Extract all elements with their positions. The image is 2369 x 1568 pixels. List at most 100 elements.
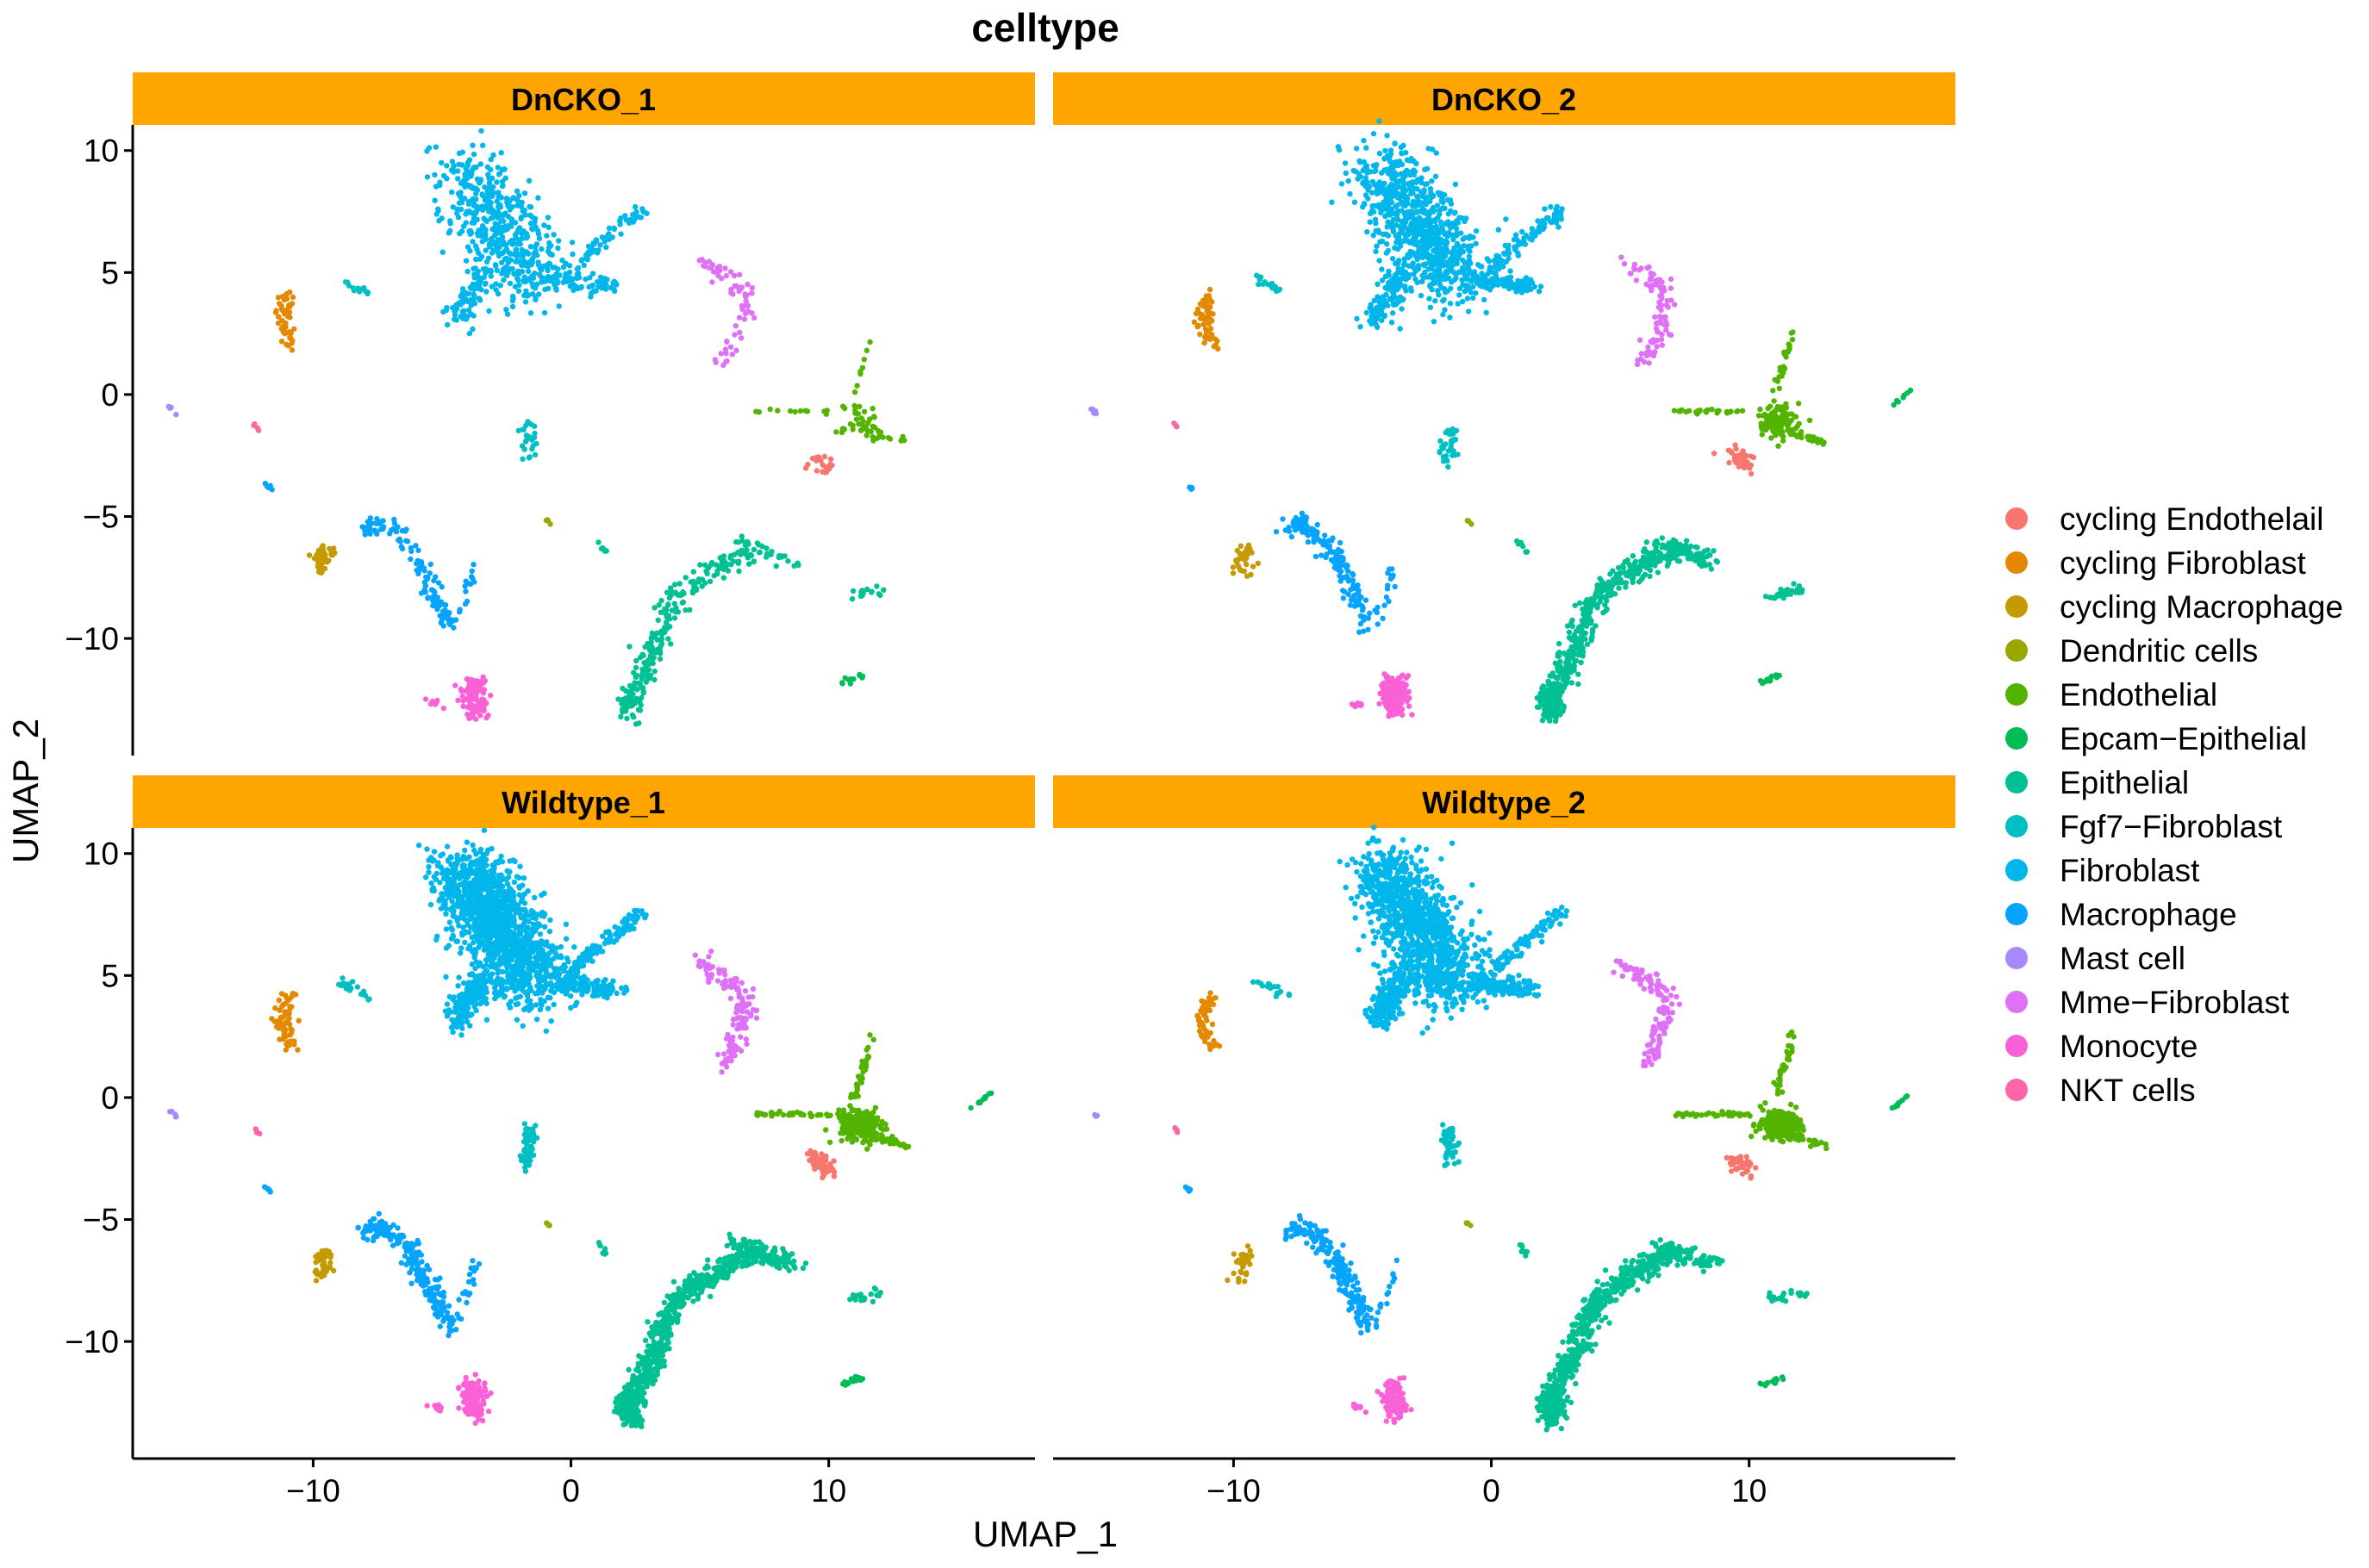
cell-point [1400, 712, 1406, 718]
cell-point [727, 269, 734, 275]
cell-point [1468, 277, 1474, 283]
cell-point [464, 268, 471, 275]
cell-point [1486, 258, 1493, 264]
cell-point [1441, 296, 1447, 302]
cell-point [539, 246, 545, 252]
cell-point [631, 669, 637, 675]
cell-point [1786, 342, 1792, 349]
cell-point [536, 235, 543, 242]
cell-point [1666, 332, 1673, 338]
cell-point [1373, 202, 1380, 209]
cell-point [1406, 703, 1412, 709]
cell-point [1552, 706, 1559, 712]
cell-point [1387, 676, 1393, 682]
cell-point [470, 142, 476, 148]
cell-point [1493, 273, 1499, 279]
cell-point [858, 415, 864, 421]
cell-point [1396, 191, 1403, 197]
cell-point [529, 281, 535, 287]
cell-point [1602, 594, 1608, 600]
cell-point [1575, 681, 1581, 688]
cell-point [578, 258, 584, 264]
cell-point [555, 245, 561, 252]
cell-point [490, 241, 496, 247]
cell-point [1200, 302, 1206, 309]
cell-point [827, 461, 833, 468]
cell-point [1269, 283, 1275, 289]
cell-point [1663, 302, 1670, 308]
cell-point [1337, 539, 1343, 546]
cell-point [1788, 428, 1795, 435]
cell-point [487, 693, 494, 699]
cell-point [1657, 314, 1663, 320]
cell-point [1654, 329, 1661, 335]
cell-point [1552, 213, 1558, 220]
cell-point [1383, 166, 1390, 172]
cell-point [526, 251, 532, 257]
cell-point [1683, 408, 1689, 415]
cell-point [424, 174, 431, 180]
cell-point [1543, 706, 1549, 712]
cell-point [1401, 685, 1408, 692]
cell-point [1402, 218, 1409, 224]
cell-point [452, 312, 458, 318]
cell-point [470, 326, 476, 333]
cell-point [1413, 160, 1419, 167]
cell-point [1378, 308, 1385, 314]
cell-point [1676, 558, 1683, 564]
cell-point [1462, 274, 1468, 280]
cell-point [1714, 410, 1720, 416]
cell-point [1365, 196, 1371, 202]
cell-point [438, 619, 445, 626]
cell-point [610, 280, 616, 286]
cell-point [283, 296, 289, 302]
cell-point [1422, 244, 1429, 250]
cell-point [486, 184, 492, 190]
cell-point [1400, 680, 1406, 686]
cell-point [1668, 276, 1674, 283]
cell-point [1448, 285, 1454, 291]
cell-point [645, 667, 652, 673]
cell-point [1659, 535, 1666, 541]
cell-point [464, 675, 470, 682]
cell-point [627, 703, 633, 709]
cell-point [1770, 388, 1776, 394]
cell-point [1556, 640, 1562, 647]
cell-point [165, 403, 171, 410]
cell-point [387, 531, 393, 537]
cell-point [859, 588, 865, 594]
cell-point [546, 240, 552, 246]
cell-point [533, 1017, 540, 1023]
cell-point [802, 408, 808, 414]
cell-point [479, 681, 486, 687]
cell-point [1314, 530, 1320, 536]
cell-point [1557, 712, 1563, 718]
cell-point [1657, 320, 1664, 327]
cell-point [438, 599, 444, 605]
cell-point [1597, 582, 1604, 588]
cell-point [476, 227, 482, 233]
cell-point [633, 203, 639, 210]
cell-point [1408, 288, 1415, 294]
cell-point [416, 843, 422, 849]
cell-point [1659, 542, 1666, 548]
cell-point [1404, 197, 1410, 203]
cell-point [502, 242, 509, 248]
cell-point [434, 606, 440, 613]
cell-point [1442, 273, 1449, 279]
cell-point [598, 545, 605, 552]
cell-point [480, 266, 487, 272]
cell-point [1305, 538, 1312, 545]
cell-point [464, 839, 471, 845]
cell-point [1790, 329, 1796, 335]
cell-point [494, 267, 500, 273]
cell-point [1206, 286, 1213, 293]
cell-point [1460, 298, 1466, 305]
cell-point [465, 298, 471, 305]
cell-point [478, 253, 485, 259]
cell-point [655, 637, 661, 643]
cell-point [1195, 322, 1202, 329]
cell-point [500, 250, 506, 256]
cell-point [802, 465, 809, 471]
cell-point [1537, 693, 1543, 699]
